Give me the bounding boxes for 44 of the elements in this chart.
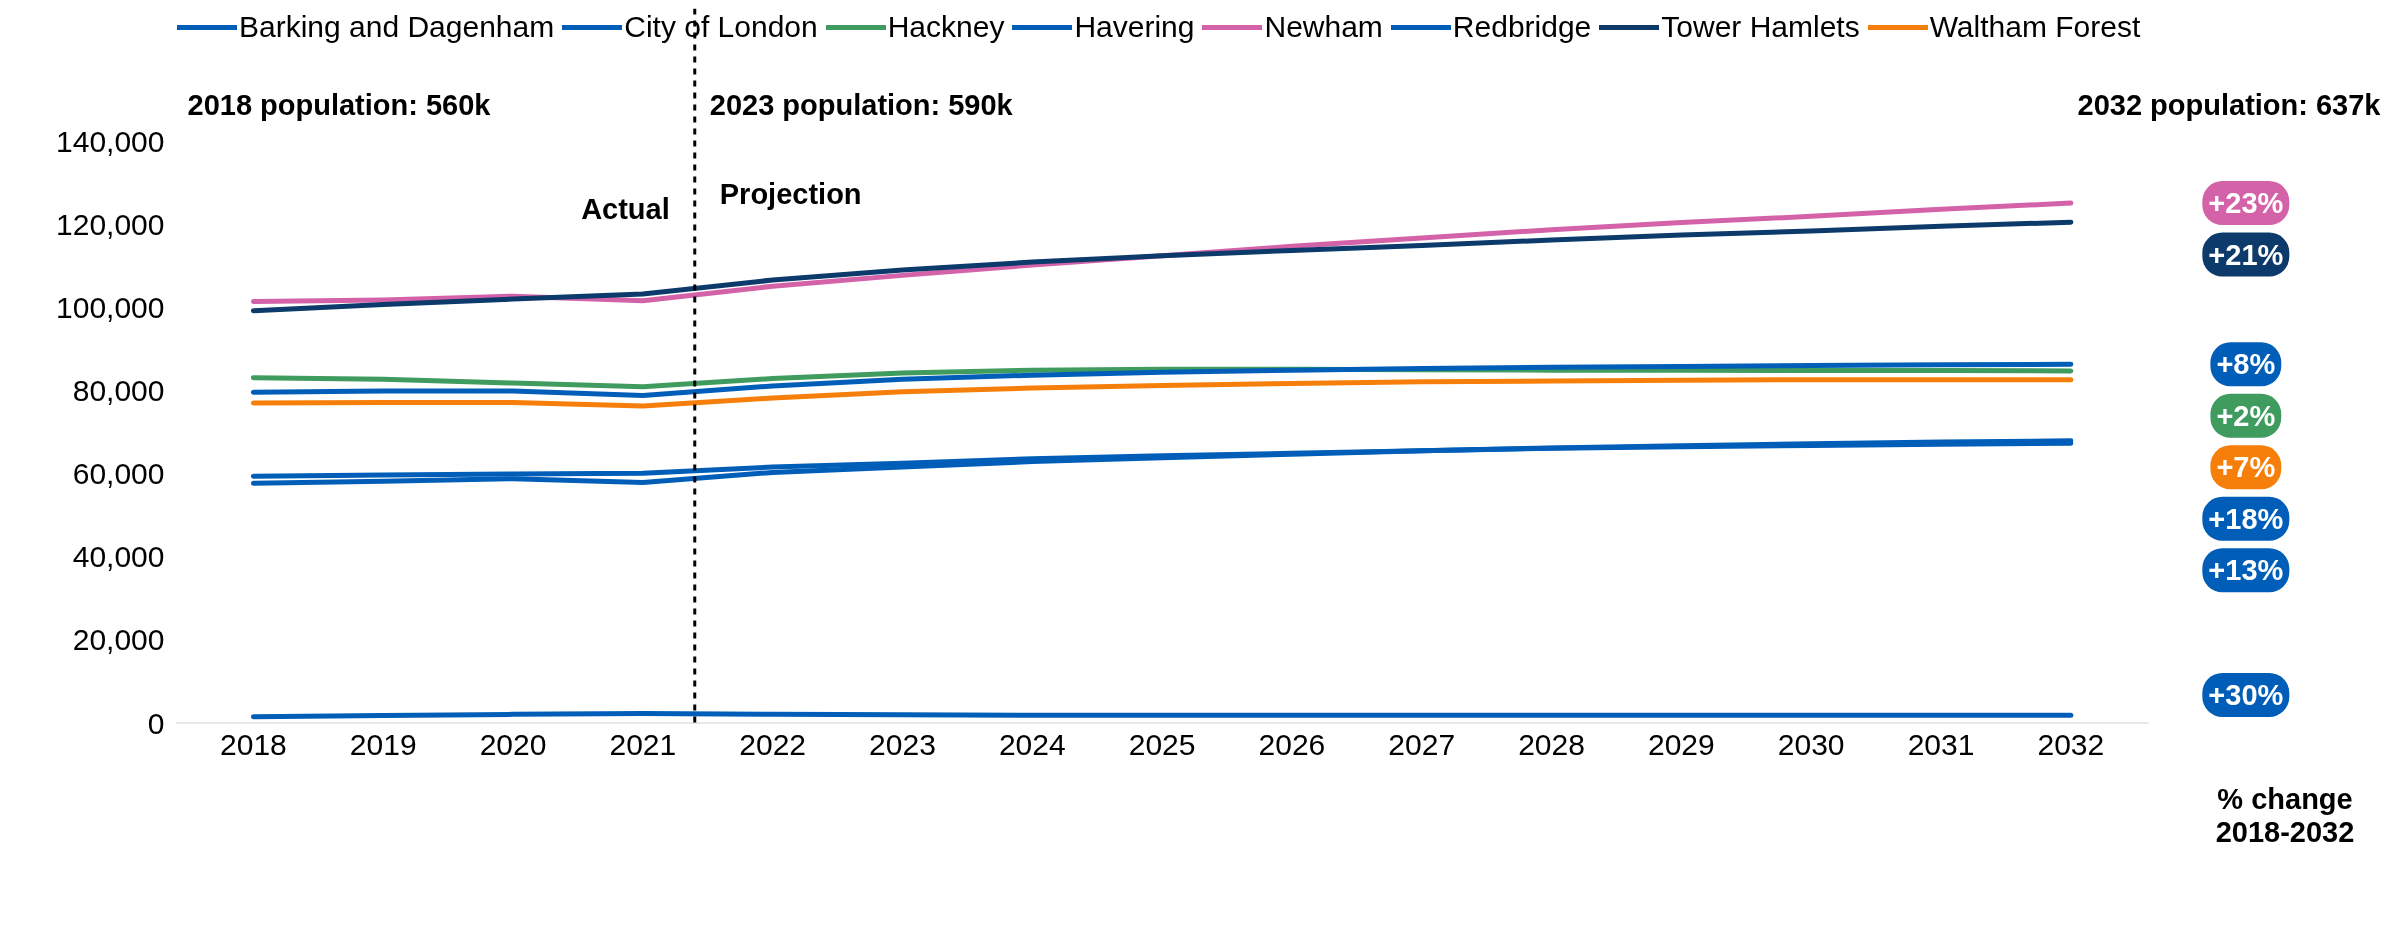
text: +2% <box>2216 399 2276 432</box>
annotation: 2023 population: 590k <box>709 89 1014 122</box>
x-tick-label: 2022 <box>739 727 807 761</box>
x-tick-label: 2020 <box>479 727 547 761</box>
y-tick-label: 100,000 <box>56 290 165 324</box>
x-tick-label: 2018 <box>220 727 287 761</box>
text: +21% <box>2208 238 2284 271</box>
legend-label: Hackney <box>887 10 1005 44</box>
legend-label: Newham <box>1264 10 1383 44</box>
x-tick-label: 2027 <box>1388 727 1456 761</box>
text: +7% <box>2216 451 2276 484</box>
text: % change 2018-2032 <box>2214 783 2356 850</box>
text: +8% <box>2216 348 2276 381</box>
text: +30% <box>2208 678 2284 711</box>
y-tick-label: 40,000 <box>72 540 165 574</box>
x-tick-label: 2032 <box>2037 727 2105 761</box>
x-tick-label: 2024 <box>998 727 1066 761</box>
y-tick-label: 80,000 <box>72 373 165 407</box>
x-tick-label: 2021 <box>609 727 677 761</box>
legend-label: Tower Hamlets <box>1661 10 1860 44</box>
legend-label: Barking and Dagenham <box>239 10 555 44</box>
x-tick-label: 2023 <box>869 727 936 761</box>
y-tick-label: 20,000 <box>72 623 165 657</box>
y-tick-label: 140,000 <box>56 124 165 158</box>
annotation: 2032 population: 637k <box>2077 89 2382 122</box>
legend-label: Waltham Forest <box>1929 10 2141 44</box>
legend-label: Redbridge <box>1452 10 1592 44</box>
x-tick-label: 2025 <box>1128 727 1196 761</box>
text: +23% <box>2208 187 2284 220</box>
annotation: 2018 population: 560k <box>187 89 492 122</box>
legend-label: Havering <box>1074 10 1195 44</box>
x-tick-label: 2028 <box>1518 727 1585 761</box>
x-tick-label: 2030 <box>1777 727 1845 761</box>
y-tick-label: 0 <box>147 706 165 740</box>
text: +13% <box>2208 554 2284 587</box>
x-tick-label: 2029 <box>1648 727 1715 761</box>
annotation: Projection <box>719 178 862 211</box>
x-tick-label: 2031 <box>1907 727 1975 761</box>
x-tick-label: 2019 <box>349 727 417 761</box>
text: +18% <box>2208 502 2284 535</box>
y-tick-label: 120,000 <box>56 207 165 241</box>
x-tick-label: 2026 <box>1258 727 1326 761</box>
y-tick-label: 60,000 <box>72 457 165 491</box>
annotation: Actual <box>581 192 670 225</box>
